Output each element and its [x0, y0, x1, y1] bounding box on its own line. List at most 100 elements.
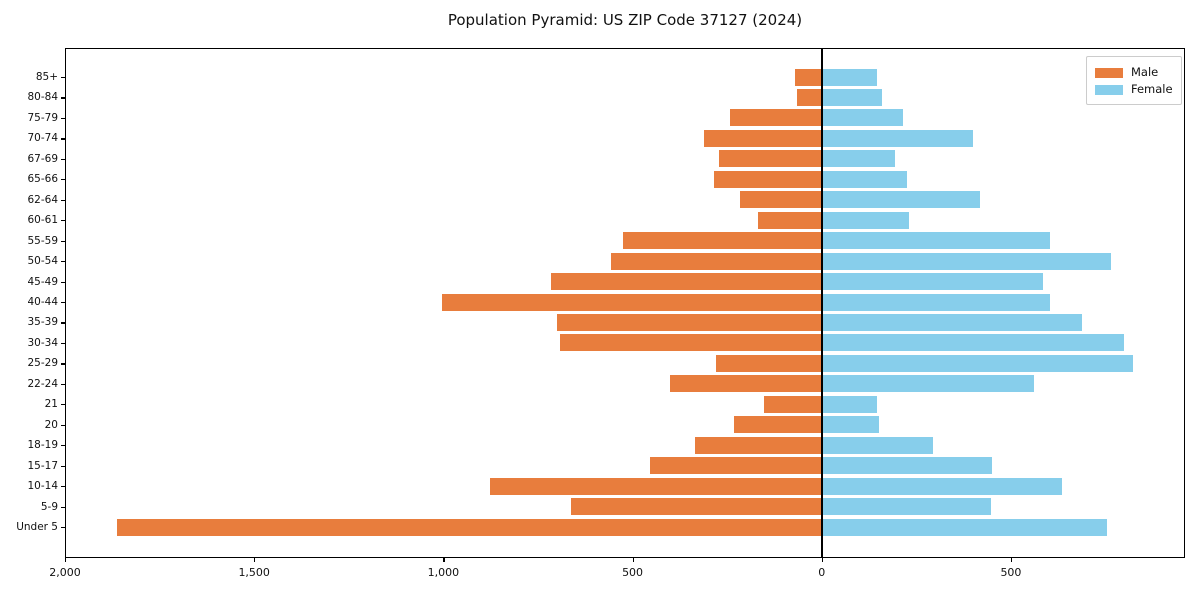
y-tick-mark [61, 506, 65, 508]
y-tick-label: 22-24 [27, 377, 58, 390]
legend-item-female: Female [1095, 81, 1173, 98]
y-tick-mark [61, 465, 65, 467]
y-tick-label: 21 [44, 398, 58, 411]
bar-female-62-64 [821, 191, 980, 209]
y-tick-label: 45-49 [27, 275, 58, 288]
bar-female-45-49 [821, 273, 1044, 291]
y-tick-mark [61, 322, 65, 324]
x-tick-label: 500 [1000, 566, 1022, 579]
bar-female-18-19 [821, 436, 933, 454]
y-tick-label: Under 5 [16, 521, 58, 533]
x-tick-label: 1,000 [427, 566, 460, 579]
y-tick-label: 20 [44, 418, 58, 431]
bar-male-75-79 [729, 109, 822, 127]
x-tick-mark [254, 558, 256, 562]
y-tick-label: 50-54 [27, 255, 58, 268]
x-tick-mark [65, 558, 67, 562]
bar-male-30-34 [560, 334, 822, 352]
y-tick-label: 40-44 [27, 296, 58, 308]
bar-male-70-74 [704, 129, 822, 147]
bar-male-25-29 [715, 354, 822, 372]
bar-male-15-17 [649, 457, 822, 475]
bar-female-75-79 [821, 109, 903, 127]
bar-male-22-24 [670, 375, 822, 393]
legend-label-female: Female [1131, 81, 1173, 96]
y-tick-label: 62-64 [27, 193, 58, 206]
x-tick-label: 2,000 [49, 566, 81, 579]
zero-axis-line [820, 48, 823, 558]
y-tick-label: 10-14 [27, 480, 58, 493]
y-tick-mark [61, 261, 65, 263]
bar-female-67-69 [821, 150, 895, 168]
y-tick-mark [61, 179, 65, 181]
bar-male-20 [733, 416, 822, 434]
bar-male-21 [763, 395, 822, 413]
bar-female-50-54 [821, 252, 1112, 270]
bar-male-18-19 [695, 436, 822, 454]
y-tick-label: 18-19 [27, 439, 58, 452]
y-tick-label: 35-39 [27, 316, 58, 329]
bar-male-45-49 [551, 273, 822, 291]
bar-male-62-64 [740, 191, 822, 209]
bar-female-40-44 [821, 293, 1051, 311]
y-tick-mark [61, 302, 65, 304]
bar-male-60-61 [758, 211, 822, 229]
y-tick-label: 25-29 [27, 357, 58, 370]
bar-female-21 [821, 395, 877, 413]
bar-male-50-54 [611, 252, 822, 270]
x-tick-label: 0 [818, 566, 826, 579]
y-tick-label: 80-84 [27, 91, 58, 104]
y-tick-label: 67-69 [27, 152, 58, 165]
x-tick-label: 1,500 [238, 566, 270, 579]
y-tick-mark [61, 158, 65, 160]
bar-female-80-84 [821, 88, 882, 106]
bar-female-10-14 [821, 477, 1063, 495]
y-tick-mark [61, 240, 65, 242]
legend-item-male: Male [1095, 64, 1173, 81]
y-tick-mark [61, 97, 65, 99]
y-tick-label: 5-9 [40, 500, 58, 513]
bar-female-5-9 [821, 498, 991, 516]
bar-male-40-44 [442, 293, 822, 311]
bar-female-under-5 [821, 518, 1108, 536]
bar-male-10-14 [489, 477, 822, 495]
y-tick-label: 55-59 [27, 234, 58, 247]
y-tick-mark [61, 445, 65, 447]
bar-female-55-59 [821, 232, 1050, 250]
y-tick-label: 75-79 [27, 111, 58, 124]
bar-female-70-74 [821, 129, 973, 147]
bar-male-67-69 [718, 150, 822, 168]
y-tick-mark [61, 404, 65, 406]
bar-female-25-29 [821, 354, 1134, 372]
y-tick-label: 15-17 [27, 459, 58, 472]
bar-male-under-5 [117, 518, 822, 536]
y-tick-label: 60-61 [27, 214, 58, 227]
bar-female-85+ [821, 68, 877, 86]
bar-male-5-9 [571, 498, 822, 516]
bar-male-35-39 [556, 313, 822, 331]
bar-female-30-34 [821, 334, 1125, 352]
x-tick-mark [632, 558, 634, 562]
y-tick-mark [61, 342, 65, 345]
bar-male-65-66 [713, 170, 822, 188]
plot-area [65, 48, 1185, 558]
bar-female-65-66 [821, 170, 907, 188]
bar-female-35-39 [821, 313, 1083, 331]
x-tick-mark [1010, 558, 1013, 562]
x-tick-mark [443, 558, 445, 562]
legend-label-male: Male [1131, 64, 1159, 79]
legend: Male Female [1086, 56, 1182, 105]
bar-male-55-59 [623, 232, 822, 250]
y-tick-mark [61, 117, 65, 120]
bar-male-85+ [794, 68, 822, 86]
y-tick-label: 30-34 [27, 336, 58, 349]
y-tick-mark [61, 138, 65, 140]
chart-title: Population Pyramid: US ZIP Code 37127 (2… [447, 11, 803, 29]
y-tick-mark [61, 220, 65, 222]
bar-male-80-84 [796, 88, 822, 106]
y-tick-mark [61, 199, 65, 201]
bar-female-60-61 [821, 211, 909, 229]
y-tick-mark [61, 77, 65, 79]
male-color-swatch [1095, 67, 1123, 78]
